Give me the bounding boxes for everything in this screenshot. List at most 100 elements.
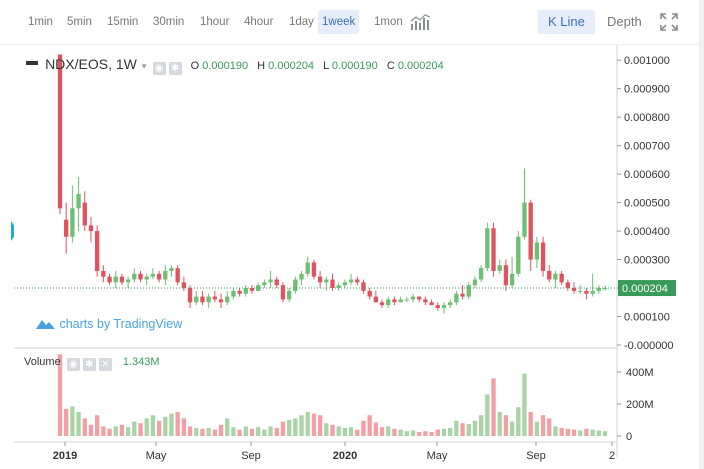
candle-body	[534, 242, 540, 260]
volume-bar	[280, 421, 286, 436]
candle-body	[138, 273, 143, 280]
volume-bar	[565, 428, 571, 436]
candle-body	[472, 279, 478, 286]
candle-body	[324, 279, 329, 283]
chart-type-icon[interactable]	[410, 13, 432, 31]
interval-15min[interactable]: 15min	[107, 16, 139, 28]
volume-bar	[262, 429, 267, 436]
candle-body	[317, 276, 323, 283]
volume-bar	[305, 412, 310, 436]
candle-body	[528, 202, 533, 260]
high-value: 0.000204	[268, 60, 315, 72]
volume-bar	[534, 421, 540, 436]
candle-body	[485, 228, 490, 269]
volume-bar	[144, 418, 149, 436]
volume-bar	[324, 423, 329, 436]
candle-body	[125, 279, 131, 283]
volume-bar	[547, 418, 552, 436]
volume-bar	[225, 418, 230, 436]
volume-bar	[398, 429, 403, 436]
volume-settings-icon[interactable]: ✱	[82, 358, 96, 371]
price-tick-label: 0.000100	[624, 312, 670, 324]
depth-tab[interactable]: Depth	[607, 14, 642, 29]
volume-bar	[348, 427, 354, 436]
volume-legend: Volume ◉ ✱ ✕ 1.343M	[24, 356, 160, 371]
volume-bar	[429, 432, 434, 436]
candle-body	[342, 282, 348, 286]
candle-body	[417, 296, 422, 300]
volume-bar	[472, 420, 478, 436]
interval-5min[interactable]: 5min	[67, 16, 92, 28]
volume-bar	[88, 424, 94, 436]
volume-bar	[367, 415, 372, 436]
volume-bar	[194, 428, 199, 436]
kline-tab[interactable]: K Line	[538, 10, 595, 34]
volume-bar	[187, 426, 193, 436]
time-tick-label: May	[427, 450, 448, 462]
candle-body	[231, 290, 236, 297]
open-label: O	[190, 60, 200, 72]
candle-body	[392, 299, 397, 303]
symbol-title[interactable]: NDX/EOS, 1W	[45, 56, 137, 72]
candle-body	[268, 279, 273, 283]
interval-1hour[interactable]: 1hour	[200, 16, 230, 28]
volume-tick-label: 400M	[626, 367, 654, 379]
candle-body	[460, 293, 465, 297]
volume-bar	[82, 418, 87, 436]
candle-body	[194, 296, 199, 303]
candle-body	[596, 288, 601, 291]
candle-body	[410, 296, 416, 300]
volume-bar	[150, 415, 156, 436]
volume-bar	[76, 412, 81, 436]
volume-bar	[336, 426, 341, 436]
price-tick-label: -0.000000	[624, 340, 674, 352]
symbol-dropdown-icon[interactable]: ▾	[141, 61, 147, 71]
candle-body	[225, 296, 230, 303]
right-edge-panel	[699, 0, 704, 469]
interval-4hour[interactable]: 4hour	[244, 16, 274, 28]
price-tick-label: 0.000300	[624, 255, 670, 267]
volume-label: Volume	[24, 356, 61, 368]
volume-bar	[596, 430, 601, 436]
interval-1day[interactable]: 1day	[289, 16, 314, 28]
eye-icon[interactable]: ◉	[152, 62, 166, 75]
volume-bar	[392, 428, 397, 436]
candle-body	[64, 219, 69, 237]
toolbar-divider	[0, 44, 704, 45]
candle-body	[305, 262, 310, 274]
volume-bar	[386, 426, 391, 436]
candle-body	[559, 273, 564, 283]
current-price-badge	[618, 280, 676, 297]
legend-collapse-icon[interactable]	[26, 61, 38, 65]
high-label: H	[257, 60, 266, 72]
volume-close-icon[interactable]: ✕	[98, 358, 112, 371]
candle-body	[218, 299, 224, 303]
tradingview-watermark[interactable]: charts by TradingView	[34, 316, 182, 331]
volume-bar	[540, 415, 546, 436]
volume-bar	[478, 415, 484, 436]
fullscreen-icon[interactable]	[660, 13, 678, 31]
volume-tick-label: 0	[626, 431, 632, 443]
candle-body	[274, 279, 279, 286]
interval-1mon[interactable]: 1mon	[374, 16, 403, 28]
volume-eye-icon[interactable]: ◉	[66, 358, 80, 371]
candle-body	[367, 290, 372, 297]
interval-30min[interactable]: 30min	[153, 16, 185, 28]
volume-bar	[509, 421, 515, 436]
volume-bar	[231, 427, 236, 436]
interval-1min[interactable]: 1min	[28, 16, 53, 28]
candle-body	[76, 194, 81, 209]
interval-1week[interactable]: 1week	[318, 10, 360, 34]
time-tick-label: Sep	[241, 450, 261, 462]
volume-bar	[212, 429, 217, 436]
candle-body	[169, 268, 174, 271]
candle-body	[181, 282, 187, 289]
candle-body	[478, 268, 484, 280]
settings-icon[interactable]: ✱	[168, 62, 182, 75]
candle-body	[547, 270, 552, 280]
candle-body	[212, 296, 217, 300]
candle-body	[448, 302, 453, 306]
volume-bar	[317, 415, 323, 436]
volume-bar	[218, 424, 224, 436]
